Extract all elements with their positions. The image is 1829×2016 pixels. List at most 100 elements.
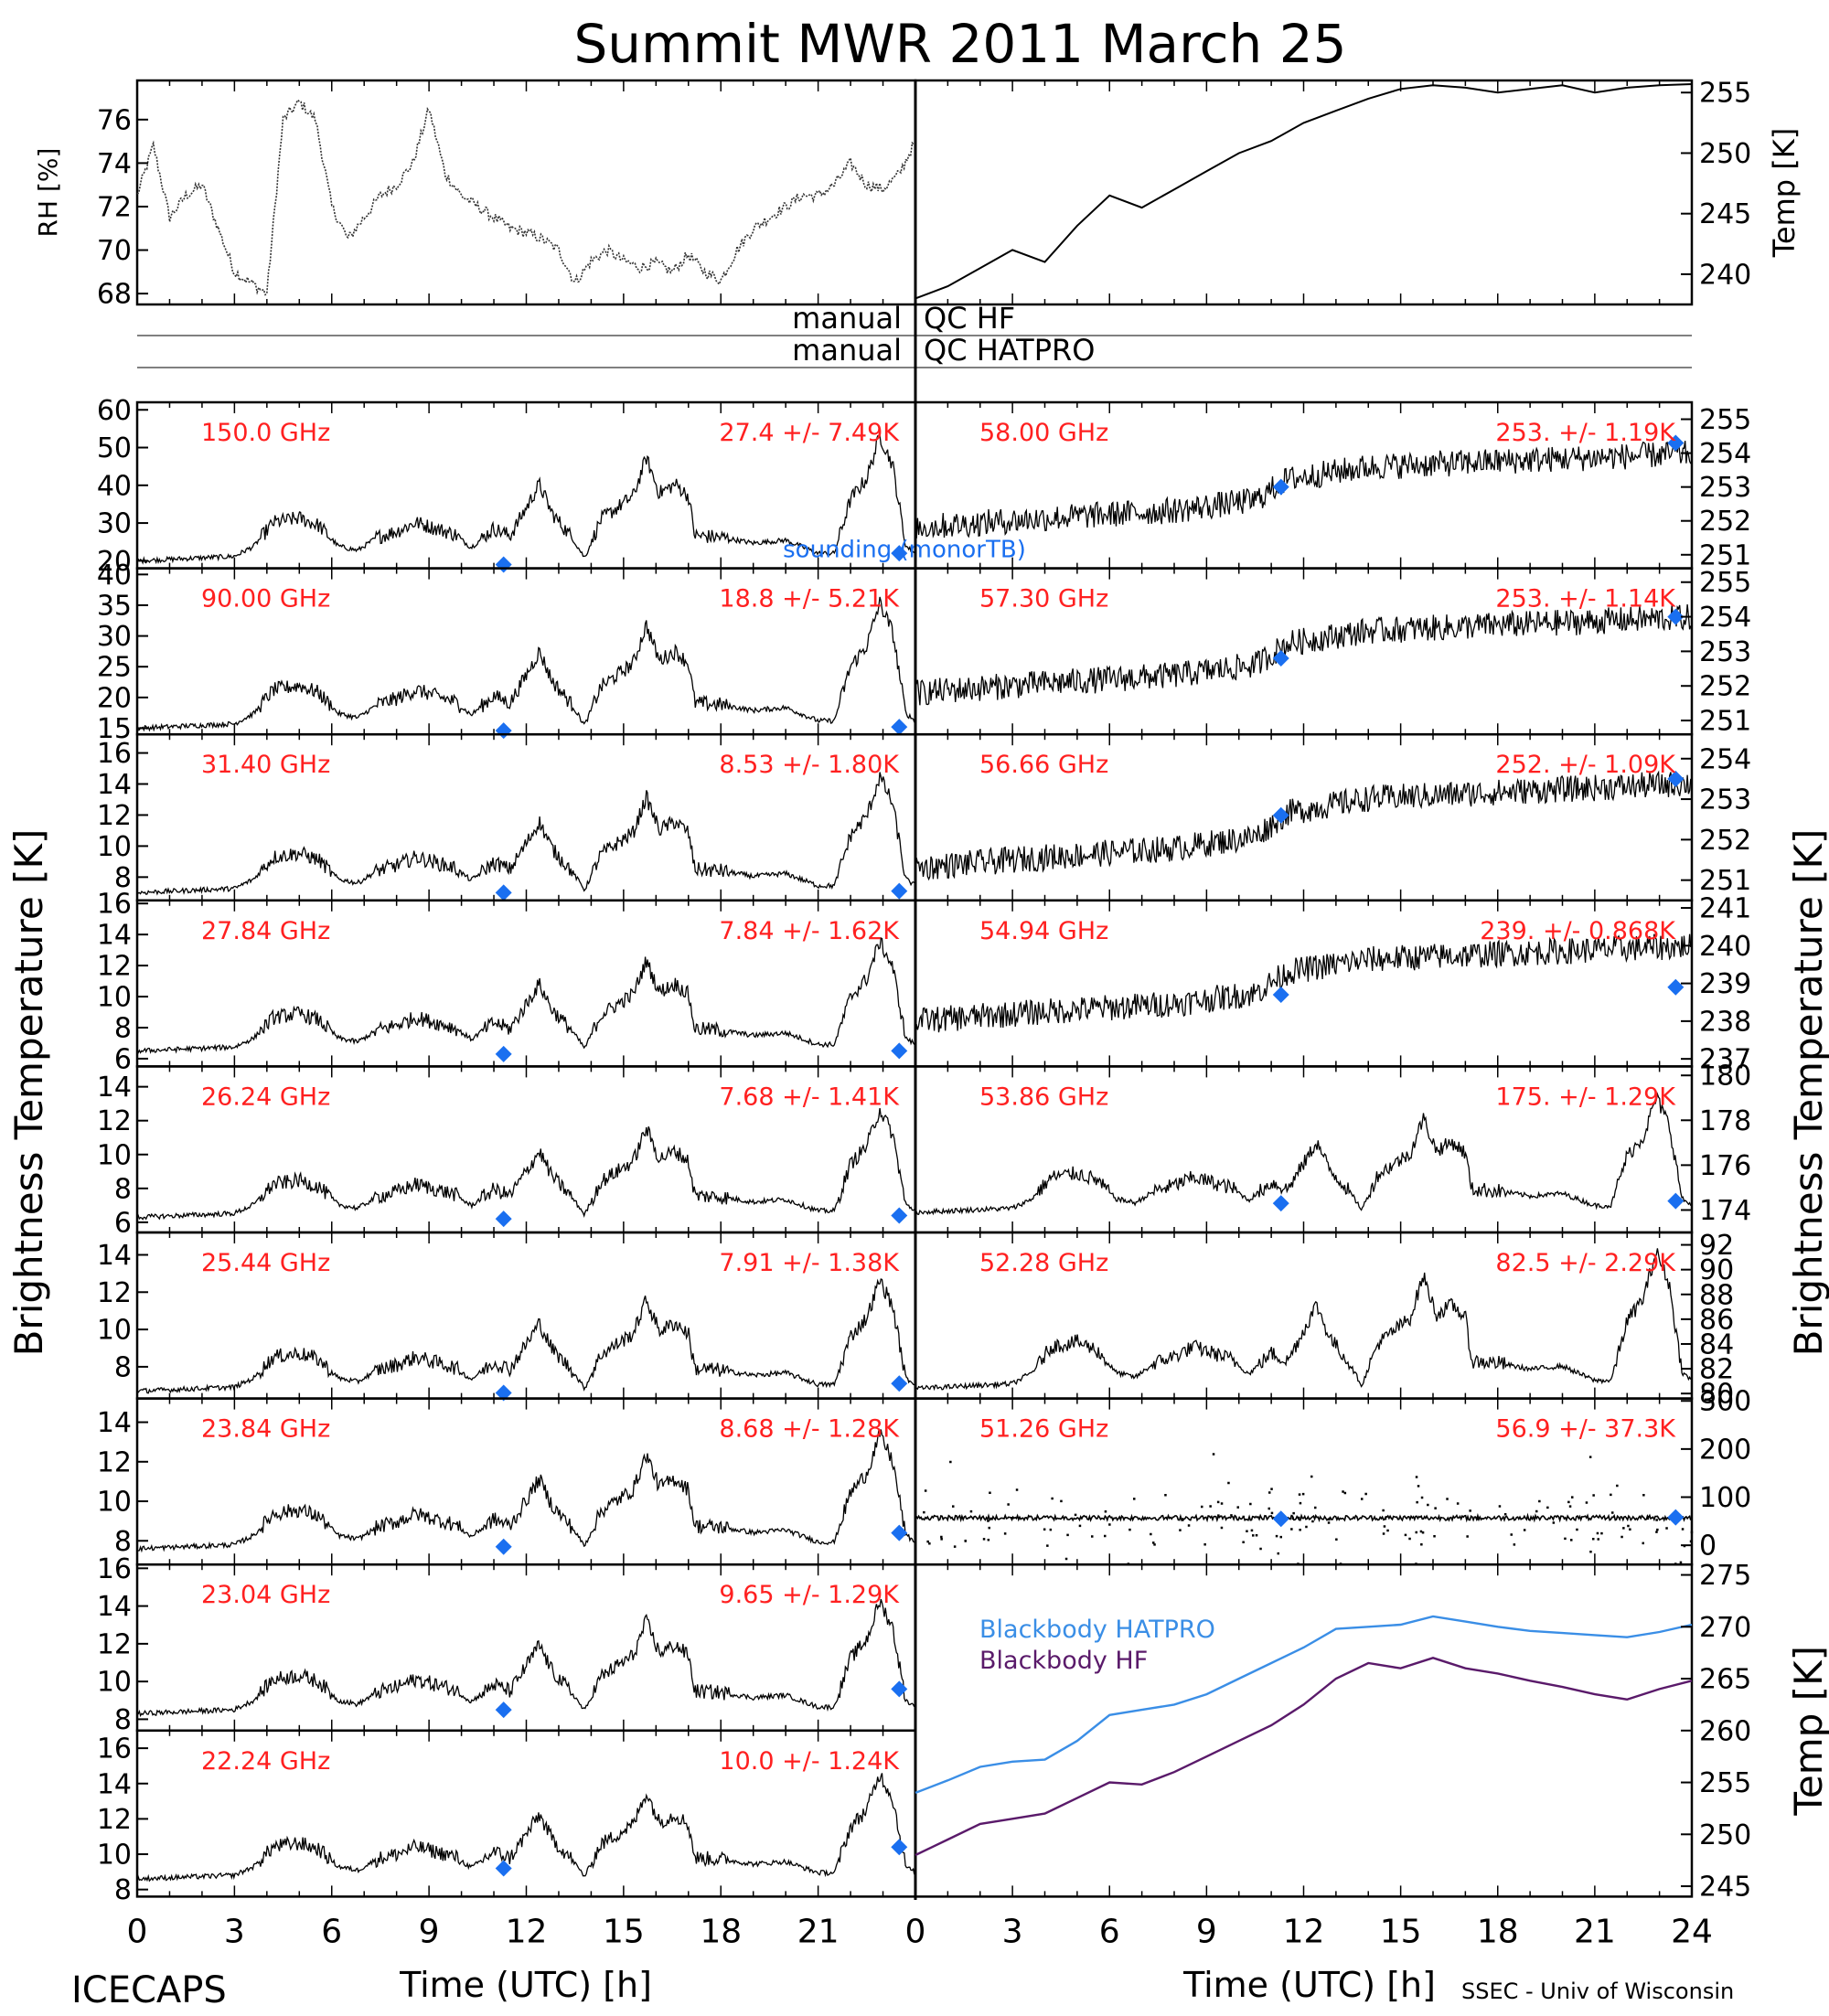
blackbody-ytick-label: 245 — [1699, 1872, 1751, 1904]
ch52_3-ytick-label: 86 — [1699, 1304, 1734, 1336]
ch51_3-sounding-point — [1272, 1510, 1289, 1528]
x-tick-label-left: 18 — [700, 1913, 742, 1950]
ch51_3-ytick-label: 300 — [1699, 1386, 1751, 1418]
ch150-ytick-label: 40 — [97, 470, 132, 502]
ch31-ytick-label: 14 — [97, 769, 132, 801]
ch25-frequency-label: 25.44 GHz — [201, 1249, 330, 1277]
ch150-sounding-point — [891, 545, 908, 562]
ch27-stat-label: 7.84 +/- 1.62K — [719, 917, 900, 945]
ch26-ytick-label: 10 — [97, 1139, 132, 1171]
ch22-stat-label: 10.0 +/- 1.24K — [719, 1747, 900, 1776]
ch150-ytick-label: 30 — [97, 508, 132, 540]
ch150-stat-label: 27.4 +/- 7.49K — [719, 419, 900, 447]
ch22-sounding-point — [891, 1839, 908, 1856]
ch51_3-ytick-label: 200 — [1699, 1434, 1751, 1466]
ch90-ytick-label: 35 — [97, 590, 132, 622]
ch90-sounding-point — [891, 719, 908, 736]
blackbody-legend-hatpro: Blackbody HATPRO — [979, 1616, 1215, 1644]
ch23_8-ytick-label: 12 — [97, 1446, 132, 1478]
ch54_9-ytick-label: 238 — [1699, 1006, 1751, 1038]
ch51_3-sounding-point — [1667, 1509, 1685, 1526]
temp-line — [914, 83, 1693, 300]
ch52_3-ytick-label: 80 — [1699, 1379, 1734, 1411]
ch51_3-scatter-points — [923, 1453, 1694, 1565]
x-tick-label-left: 3 — [224, 1913, 245, 1950]
ch25-sounding-point — [891, 1375, 908, 1392]
ch54_9-sounding-point — [1667, 978, 1685, 996]
qc-hatpro-left: manual — [792, 333, 902, 368]
ch53_9-ytick-label: 174 — [1699, 1195, 1751, 1227]
ch52_3-frequency-label: 52.28 GHz — [979, 1249, 1108, 1277]
temp-ytick-label: 255 — [1699, 78, 1751, 110]
ch51_3-stat-label: 56.9 +/- 37.3K — [1495, 1415, 1676, 1444]
ch31-ytick-label: 16 — [97, 738, 132, 770]
blackbody-series-hatpro — [914, 1615, 1693, 1795]
ch54_9-ytick-label: 239 — [1699, 968, 1751, 1000]
ch23_0-stat-label: 9.65 +/- 1.29K — [719, 1581, 900, 1609]
x-tick-label-right: 9 — [1196, 1913, 1217, 1950]
ch58-sounding-point — [1667, 434, 1685, 452]
qc-hf-right: QC HF — [924, 301, 1015, 336]
ch25-ytick-label: 12 — [97, 1277, 132, 1309]
ch57_3-frequency-label: 57.30 GHz — [979, 585, 1108, 613]
ch31-frequency-label: 31.40 GHz — [201, 751, 330, 779]
ch23_0-ytick-label: 16 — [97, 1553, 132, 1585]
ch27-ytick-label: 6 — [114, 1043, 132, 1075]
ch31-ytick-label: 8 — [114, 862, 132, 894]
ch53_9-ytick-label: 176 — [1699, 1150, 1751, 1182]
ch53_9-frequency-label: 53.86 GHz — [979, 1083, 1108, 1111]
ch27-sounding-point — [495, 1045, 512, 1062]
x-axis-label-left: Time (UTC) [h] — [399, 1965, 652, 2005]
ch23_8-ytick-label: 8 — [114, 1526, 132, 1558]
ch54_9-line — [914, 933, 1692, 1033]
ch58-ytick-label: 252 — [1699, 506, 1751, 538]
ch90-ytick-label: 30 — [97, 621, 132, 653]
x-tick-label-right: 0 — [905, 1913, 926, 1950]
ch25-ytick-label: 8 — [114, 1351, 132, 1383]
blackbody-ytick-label: 275 — [1699, 1560, 1751, 1592]
blackbody-ytick-label: 255 — [1699, 1767, 1751, 1799]
ch54_9-frequency-label: 54.94 GHz — [979, 917, 1108, 945]
ch25-line — [136, 1278, 915, 1394]
ch23_0-line — [136, 1598, 915, 1718]
ch26-ytick-label: 6 — [114, 1207, 132, 1239]
ch23_0-sounding-point — [891, 1680, 908, 1698]
rh-ylabel: RH [%] — [33, 148, 63, 238]
ch54_9-ytick-label: 237 — [1699, 1044, 1751, 1076]
ch52_3-line — [914, 1248, 1692, 1392]
ch23_8-ytick-label: 14 — [97, 1407, 132, 1439]
ch57_3-sounding-point — [1272, 649, 1289, 667]
ch56_6-frequency-label: 56.66 GHz — [979, 751, 1108, 779]
ch56_6-line — [914, 770, 1692, 881]
ch31-ytick-label: 10 — [97, 831, 132, 863]
ch52_3-ytick-label: 88 — [1699, 1279, 1734, 1311]
ch53_9-sounding-point — [1667, 1192, 1685, 1210]
ch90-sounding-point — [495, 722, 512, 740]
ch54_9-stat-label: 239. +/- 0.868K — [1480, 917, 1676, 945]
ch57_3-sounding-point — [1667, 608, 1685, 625]
ch150-line — [136, 434, 915, 565]
ch27-ytick-label: 16 — [97, 889, 132, 921]
x-tick-label-left: 0 — [127, 1913, 148, 1950]
rh-ytick-label: 72 — [97, 191, 132, 223]
ch52_3-stat-label: 82.5 +/- 2.29K — [1495, 1249, 1676, 1277]
ch56_6-stat-label: 252. +/- 1.09K — [1495, 751, 1676, 779]
ch56_6-ytick-label: 252 — [1699, 825, 1751, 857]
ch22-frequency-label: 22.24 GHz — [201, 1747, 330, 1776]
x-tick-label-left: 21 — [797, 1913, 840, 1950]
footer-right: SSEC - Univ of Wisconsin — [1461, 1979, 1734, 2004]
ch23_0-ytick-label: 14 — [97, 1591, 132, 1623]
ch150-sounding-point — [495, 556, 512, 573]
ch25-sounding-point — [495, 1384, 512, 1402]
ch23_8-sounding-point — [891, 1524, 908, 1541]
ch27-ytick-label: 8 — [114, 1012, 132, 1044]
ch31-ytick-label: 12 — [97, 800, 132, 832]
rh-ytick-label: 76 — [97, 104, 132, 136]
ch58-sounding-point — [1272, 478, 1289, 496]
ch52_3-ytick-label: 90 — [1699, 1254, 1734, 1286]
ch26-sounding-point — [891, 1207, 908, 1224]
x-tick-label-right: 6 — [1099, 1913, 1120, 1950]
x-tick-label-right: 3 — [1002, 1913, 1023, 1950]
